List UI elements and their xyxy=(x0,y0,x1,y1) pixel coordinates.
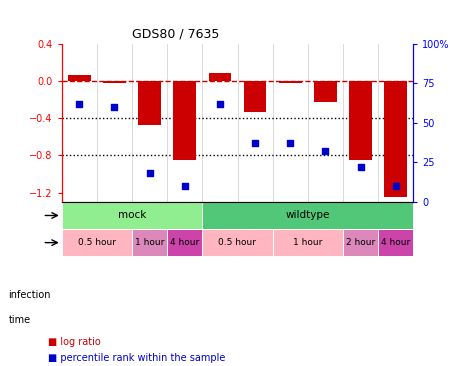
Bar xyxy=(384,81,407,197)
Point xyxy=(392,183,399,189)
Text: 1 hour: 1 hour xyxy=(135,238,164,247)
Text: 1 hour: 1 hour xyxy=(293,238,323,247)
Bar xyxy=(314,81,337,101)
Bar xyxy=(378,229,413,256)
Point xyxy=(181,183,189,189)
Bar xyxy=(103,81,126,83)
Bar xyxy=(202,202,413,229)
Text: mock: mock xyxy=(118,210,146,220)
Bar xyxy=(202,229,273,256)
Text: infection: infection xyxy=(9,290,51,300)
Point xyxy=(216,101,224,107)
Point xyxy=(286,141,294,146)
Text: 2 hour: 2 hour xyxy=(346,238,375,247)
Text: wildtype: wildtype xyxy=(285,210,330,220)
Point xyxy=(322,149,329,154)
Bar xyxy=(167,229,202,256)
Text: 4 hour: 4 hour xyxy=(381,238,410,247)
Bar xyxy=(244,81,266,112)
Text: ■ percentile rank within the sample: ■ percentile rank within the sample xyxy=(48,352,225,363)
Bar xyxy=(68,75,91,81)
Text: 4 hour: 4 hour xyxy=(170,238,199,247)
Bar xyxy=(62,229,132,256)
Bar xyxy=(132,229,167,256)
Text: ■ log ratio: ■ log ratio xyxy=(48,337,100,347)
Bar xyxy=(279,81,302,83)
Bar xyxy=(349,81,372,160)
Bar xyxy=(343,229,378,256)
Bar xyxy=(273,229,343,256)
Bar xyxy=(62,202,202,229)
Text: GDS80 / 7635: GDS80 / 7635 xyxy=(132,27,219,41)
Bar xyxy=(173,81,196,160)
Text: time: time xyxy=(9,315,31,325)
Text: 0.5 hour: 0.5 hour xyxy=(218,238,256,247)
Point xyxy=(76,101,83,107)
Point xyxy=(251,141,259,146)
Text: 0.5 hour: 0.5 hour xyxy=(78,238,116,247)
Point xyxy=(146,171,153,176)
Point xyxy=(357,164,364,170)
Bar xyxy=(209,73,231,81)
Bar xyxy=(138,81,161,125)
Point xyxy=(111,104,118,110)
